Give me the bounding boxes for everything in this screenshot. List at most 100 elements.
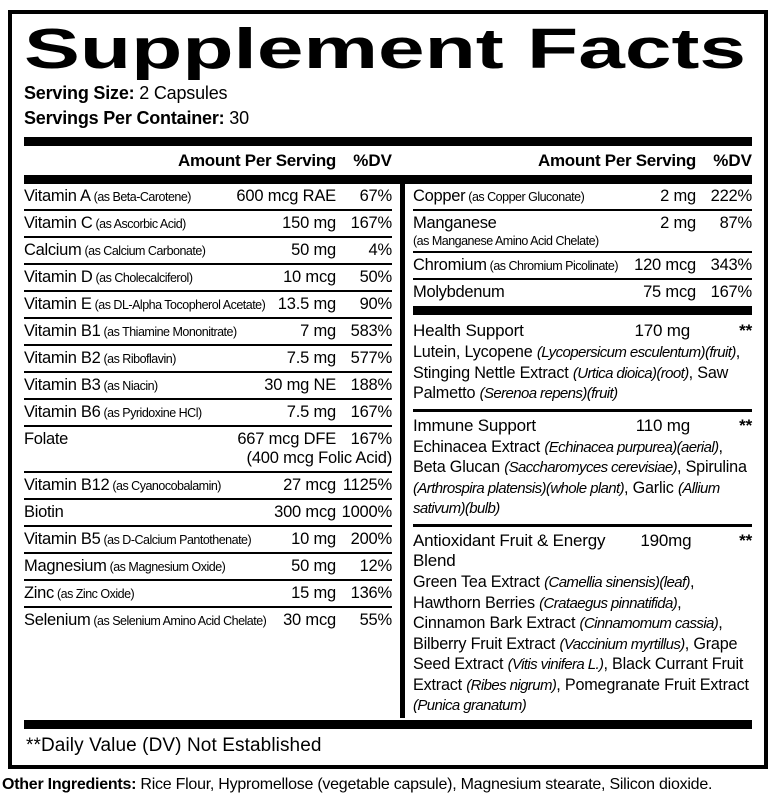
nutrient-name: Manganese — [413, 214, 497, 232]
nutrient-row: Vitamin B12 (as Cyanocobalamin) 27 mcg 112… — [24, 473, 392, 500]
nutrient-name: Calcium — [24, 241, 82, 259]
nutrient-dv: 50% — [359, 268, 393, 286]
blend-header: Antioxidant Fruit & Energy Blend 190mg ** — [413, 531, 752, 571]
nutrient-amount: 150 mg — [282, 214, 336, 232]
nutrient-amount: 30 mg NE — [264, 376, 336, 394]
nutrient-amount: 30 mcg — [283, 610, 336, 629]
ingredient-text: , Garlic — [624, 478, 678, 497]
blend-row: Health Support 170 mg ** Lutein, Lycopene (… — [413, 317, 752, 412]
nutrient-dv: 87% — [719, 214, 753, 232]
nutrient-amount: 120 mcg — [634, 256, 696, 274]
nutrient-row: Molybdenum 75 mcg 167% — [413, 280, 752, 305]
blend-amount: 190mg — [640, 530, 692, 550]
nutrient-column-left: Vitamin A (as Beta-Carotene) 600 mcg RAE 6… — [24, 184, 392, 718]
mineral-rows: Copper (as Copper Gluconate) 2 mg 222% Mang… — [413, 184, 752, 305]
nutrient-row: Vitamin D (as Cholecalciferol) 10 mcg 50% — [24, 265, 392, 292]
nutrient-name: Vitamin B12 — [24, 475, 110, 494]
nutrient-form: (as Chromium Picolinate) — [486, 259, 619, 273]
nutrient-name: Folate — [24, 430, 69, 448]
nutrient-name: Molybdenum — [413, 283, 505, 301]
ingredient-text: Green Tea Extract — [413, 572, 545, 591]
botanical-name: (Crataegus pinnatifida) — [539, 594, 678, 612]
nutrient-row: Vitamin B5 (as D-Calcium Pantothenate) 10… — [24, 527, 392, 554]
nutrient-form: (as Niacin) — [100, 379, 158, 393]
divider-bar — [24, 137, 752, 146]
nutrient-row: Vitamin E (as DL-Alpha Tocopherol Acetat… — [24, 292, 392, 319]
nutrient-name-cell: Vitamin B2 (as Riboflavin) — [24, 349, 283, 368]
nutrient-dv: 67% — [359, 187, 393, 205]
header-gap — [392, 151, 413, 171]
nutrient-name-cell: Biotin — [24, 503, 270, 522]
botanical-name: (Urtica dioica)(root) — [572, 364, 689, 382]
divider-bar — [24, 719, 752, 729]
nutrient-dv: 222% — [710, 187, 753, 205]
nutrient-form: (as Riboflavin) — [100, 352, 176, 366]
nutrient-form: (as Cyanocobalamin) — [109, 478, 221, 493]
nutrient-name: Vitamin B1 — [24, 322, 101, 340]
nutrient-name: Vitamin E — [24, 295, 92, 313]
nutrient-form: (as Ascorbic Acid) — [92, 217, 187, 231]
nutrient-name: Zinc — [24, 583, 54, 602]
nutrient-amount-secondary: (400 mcg Folic Acid) — [246, 449, 393, 467]
blend-header: Health Support 170 mg ** — [413, 321, 752, 341]
ingredient-text: , Bilberry Fruit Extract — [413, 614, 723, 653]
nutrient-name-cell: Vitamin B12 (as Cyanocobalamin) — [24, 476, 279, 495]
ingredient-text: Echinacea Extract — [413, 437, 545, 456]
nutrient-dv: 12% — [359, 556, 393, 575]
nutrient-row: Vitamin C (as Ascorbic Acid) 150 mg 167% — [24, 211, 392, 238]
nutrient-form: (as Calcium Carbonate) — [81, 244, 206, 258]
nutrient-row: Vitamin A (as Beta-Carotene) 600 mcg RAE 6… — [24, 184, 392, 211]
percent-dv-header: %DV — [353, 151, 392, 170]
daily-value-footnote: **Daily Value (DV) Not Established — [26, 734, 322, 756]
nutrient-row: Magnesium (as Magnesium Oxide) 50 mg 12% — [24, 554, 392, 581]
nutrient-name: Biotin — [24, 502, 64, 521]
nutrient-dv: 55% — [359, 610, 393, 629]
nutrient-dv: 1125% — [342, 475, 392, 494]
amount-per-serving-header: Amount Per Serving — [537, 151, 696, 170]
ingredient-text: , Beta Glucan — [413, 437, 723, 477]
table-header-row: Amount Per Serving %DV Amount Per Servin… — [24, 146, 752, 175]
nutrient-dv: 1000% — [341, 502, 393, 521]
serving-size-label: Serving Size: — [24, 83, 135, 103]
botanical-name: (Ribes nigrum) — [466, 676, 557, 694]
nutrient-amount: 7.5 mg — [286, 403, 336, 421]
nutrient-name-cell: Vitamin B1 (as Thiamine Mononitrate) — [24, 322, 296, 341]
nutrient-dv: 343% — [710, 256, 753, 274]
blend-amount: 170 mg — [634, 321, 690, 340]
ingredient-text: , Grape Seed Extract — [413, 634, 738, 674]
blend-rows: Health Support 170 mg ** Lutein, Lycopene (… — [413, 317, 752, 718]
ingredient-text: Lutein, Lycopene — [413, 343, 537, 361]
nutrient-name-cell: Molybdenum — [413, 283, 639, 302]
nutrient-dv: 188% — [350, 376, 393, 394]
botanical-name: (Arthrospira platensis)(whole plant) — [413, 479, 625, 497]
blend-name: Health Support — [413, 321, 524, 340]
nutrient-dv: 167% — [710, 283, 753, 301]
percent-dv-header: %DV — [713, 151, 752, 170]
nutrient-row: Calcium (as Calcium Carbonate) 50 mg 4% — [24, 238, 392, 265]
nutrient-name-cell: Vitamin D (as Cholecalciferol) — [24, 268, 279, 287]
servings-per-container-line: Servings Per Container: 30 — [24, 107, 752, 130]
nutrient-name-cell: Vitamin E (as DL-Alpha Tocopherol Acetat… — [24, 295, 274, 314]
nutrient-form: (as DL-Alpha Tocopherol Acetate) — [91, 298, 266, 312]
nutrient-name-cell: Folate — [24, 430, 233, 449]
nutrient-name-cell: Vitamin B3 (as Niacin) — [24, 376, 260, 395]
nutrient-name: Vitamin D — [24, 268, 93, 286]
nutrient-row: Vitamin B1 (as Thiamine Mononitrate) 7 mg… — [24, 319, 392, 346]
nutrient-name-cell: Vitamin C (as Ascorbic Acid) — [24, 214, 278, 233]
serving-size-line: Serving Size: 2 Capsules — [24, 82, 752, 105]
nutrient-row: Selenium (as Selenium Amino Acid Chelate… — [24, 608, 392, 633]
nutrient-name: Vitamin B2 — [24, 349, 101, 367]
botanical-name: (Serenoa repens)(fruit) — [479, 385, 619, 403]
nutrient-amount: 27 mcg — [283, 475, 336, 494]
nutrient-form: (as Zinc Oxide) — [53, 586, 135, 601]
nutrient-name: Vitamin B5 — [24, 529, 101, 548]
botanical-name: (Allium sativum)(bulb) — [413, 479, 720, 518]
nutrient-name-cell: Zinc (as Zinc Oxide) — [24, 584, 287, 603]
blend-ingredients: Echinacea Extract (Echinacea purpurea)(a… — [413, 437, 752, 519]
nutrient-name: Magnesium — [24, 556, 107, 575]
ingredient-text: , Stinging Nettle Extract — [413, 343, 741, 382]
blend-name: Immune Support — [413, 415, 536, 435]
nutrient-row: Biotin 300 mcg 1000% — [24, 500, 392, 527]
section-divider-bar — [413, 306, 752, 315]
nutrient-dv: 200% — [350, 529, 393, 548]
